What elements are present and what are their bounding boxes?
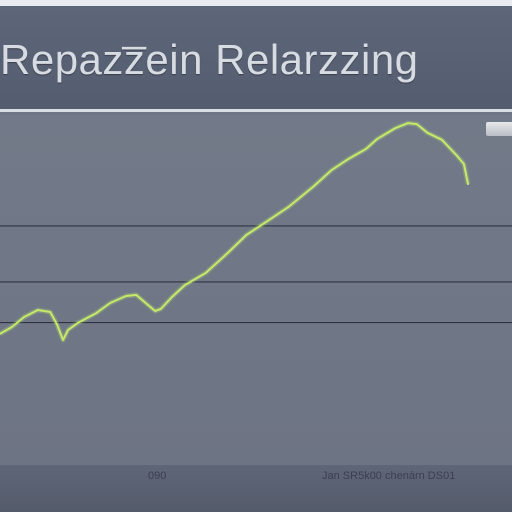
series-line-glow	[0, 120, 471, 343]
series-lines	[0, 120, 471, 343]
x-axis-footer	[0, 465, 512, 512]
plot-area	[0, 115, 512, 465]
x-tick-label: 090	[148, 470, 167, 482]
title-bar: Repazz̅ein Relarzzing	[0, 0, 512, 112]
top-strip	[0, 0, 512, 6]
gridlines	[0, 225, 512, 324]
x-tick-label: Jan SR5k00 chenárn DS01	[322, 470, 456, 482]
corner-button[interactable]	[486, 122, 512, 136]
series-line	[0, 122, 469, 341]
chart-title: Repazz̅ein Relarzzing	[0, 36, 419, 83]
